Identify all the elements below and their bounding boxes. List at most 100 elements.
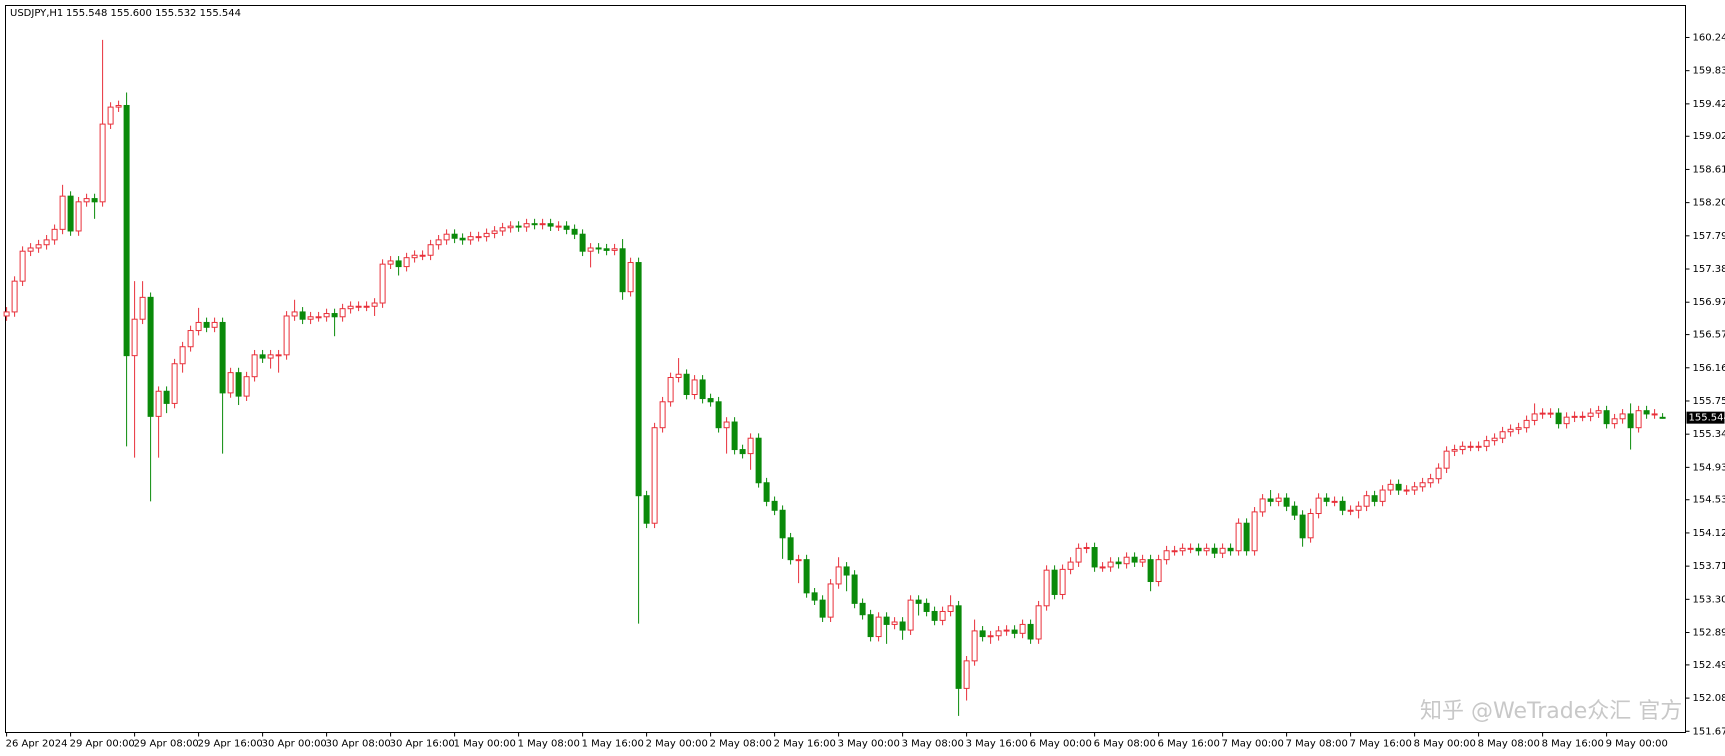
candle-body: [11, 280, 18, 313]
candle-body: [155, 390, 162, 417]
candle-body: [211, 321, 218, 328]
candle-body: [259, 354, 266, 359]
candle-body: [587, 247, 594, 252]
candle-body: [811, 592, 818, 601]
candle-body: [123, 104, 130, 357]
candle-body: [899, 621, 906, 631]
candle-body: [1531, 413, 1538, 421]
candle-body: [907, 599, 914, 631]
y-tick-label: 156.570: [1693, 330, 1725, 341]
candle-body: [875, 616, 882, 638]
candle-body: [1571, 415, 1578, 418]
candle-body: [955, 605, 962, 689]
candle-body: [3, 311, 10, 317]
candle-body: [595, 247, 602, 250]
candle-body: [1267, 498, 1274, 502]
candle-body: [1491, 437, 1498, 442]
candle-body: [923, 602, 930, 612]
candle-body: [499, 227, 506, 232]
chart-title-values: 155.548 155.600 155.532 155.544: [66, 8, 241, 19]
candle-body: [1379, 489, 1386, 502]
candle-body: [1443, 450, 1450, 469]
candle-body: [635, 262, 642, 497]
candle-body: [1099, 566, 1106, 569]
candle-body: [475, 236, 482, 239]
candle-body: [1515, 427, 1522, 430]
candle-body: [1179, 547, 1186, 552]
y-tick-label: 156.160: [1693, 363, 1725, 374]
candle-body: [443, 233, 450, 241]
candle-body: [787, 537, 794, 561]
candle-body: [115, 104, 122, 108]
candle-body: [627, 262, 634, 293]
candle-body: [1259, 498, 1266, 513]
candle-body: [963, 660, 970, 689]
y-tick-label: 157.380: [1693, 264, 1725, 275]
last-price-box: [1686, 411, 1725, 424]
candle-body: [947, 605, 954, 612]
candle-body: [1323, 497, 1330, 502]
candle-body: [723, 421, 730, 429]
candle-body: [1395, 483, 1402, 491]
candle-body: [555, 225, 562, 228]
candle-body: [275, 354, 282, 357]
candle-body: [419, 254, 426, 257]
candle-body: [531, 223, 538, 226]
x-tick-label: 2 May 16:00: [774, 739, 836, 750]
candle-body: [59, 195, 66, 230]
candle-body: [1019, 623, 1026, 634]
candle-body: [91, 198, 98, 203]
candle-body: [1083, 547, 1090, 550]
x-tick-label: 1 May 08:00: [518, 739, 580, 750]
candle-body: [1195, 547, 1202, 552]
candle-body: [1219, 547, 1226, 554]
candle-body: [1075, 547, 1082, 563]
candle-body: [1347, 509, 1354, 512]
candle-body: [715, 401, 722, 429]
candle-body: [819, 599, 826, 618]
candle-body: [571, 228, 578, 235]
candle-body: [1243, 522, 1250, 552]
candle-body: [803, 559, 810, 594]
x-tick-label: 29 Apr 00:00: [70, 739, 135, 750]
candle-body: [195, 321, 202, 332]
y-tick-label: 154.930: [1693, 462, 1725, 473]
candle-body: [515, 225, 522, 228]
candle-body: [755, 437, 762, 484]
candle-body: [1363, 495, 1370, 507]
y-tick-label: 153.710: [1693, 561, 1725, 572]
candle-body: [1355, 505, 1362, 511]
candle-body: [1427, 478, 1434, 484]
candle-body: [779, 509, 786, 539]
candle-body: [1131, 556, 1138, 563]
candle-body: [859, 602, 866, 616]
x-tick-label: 6 May 00:00: [1030, 739, 1092, 750]
candle-body: [795, 559, 802, 562]
candle-body: [1539, 412, 1546, 415]
candle-body: [307, 316, 314, 320]
x-tick-label: 3 May 16:00: [966, 739, 1028, 750]
chart-title: USDJPY,H1: [10, 8, 63, 19]
candle-body: [1123, 556, 1130, 565]
candle-body: [1507, 428, 1514, 433]
candle-body: [603, 248, 610, 251]
candle-body: [291, 311, 298, 317]
x-tick-label: 3 May 00:00: [838, 739, 900, 750]
candle-body: [203, 321, 210, 328]
candle-body: [931, 610, 938, 621]
candle-body: [139, 296, 146, 320]
candle-body: [179, 346, 186, 365]
candle-body: [1067, 561, 1074, 570]
candle-body: [667, 377, 674, 403]
candle-body: [1011, 629, 1018, 634]
candle-body: [987, 635, 994, 638]
y-tick-label: 154.530: [1693, 495, 1725, 506]
y-tick-label: 159.020: [1693, 131, 1725, 142]
candle-body: [491, 230, 498, 234]
candle-body: [1467, 445, 1474, 448]
candle-body: [315, 316, 322, 319]
candle-body: [1387, 483, 1394, 491]
candle-body: [1171, 550, 1178, 553]
candle-body: [1307, 513, 1314, 539]
candle-body: [1051, 569, 1058, 595]
